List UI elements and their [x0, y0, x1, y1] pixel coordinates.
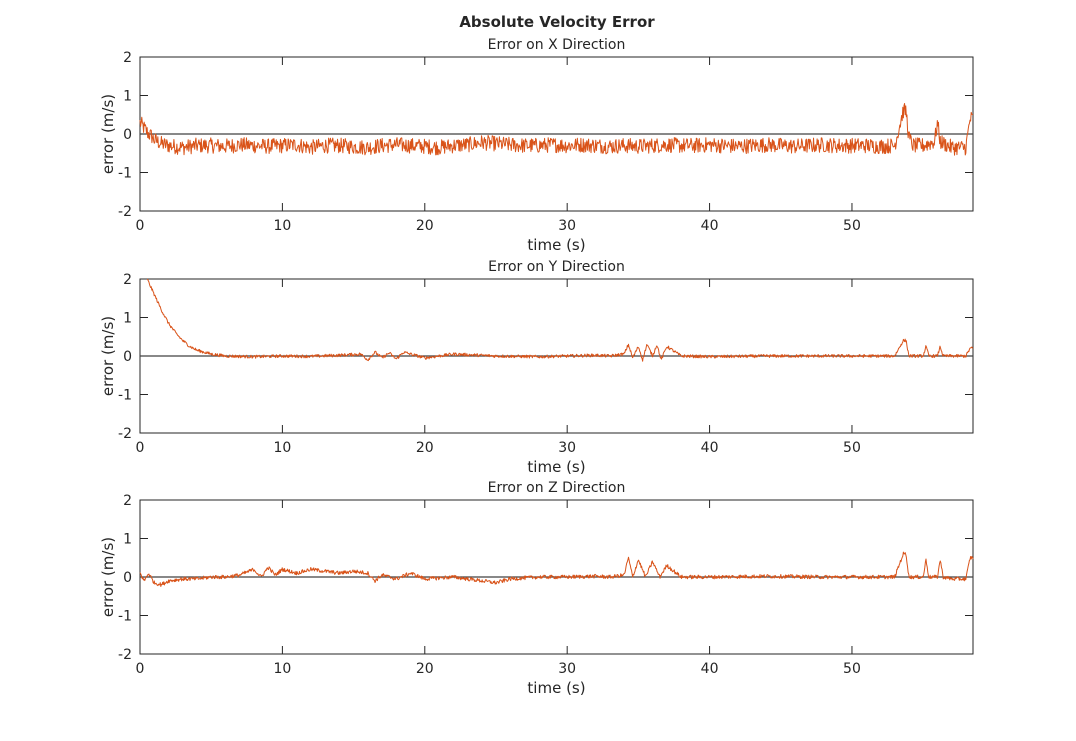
panel-2-xtick-label: 30	[558, 661, 576, 677]
panel-2-title: Error on Z Direction	[488, 480, 626, 496]
panel-2-xtick-label: 20	[416, 661, 434, 677]
panel-1-xtick-label: 50	[843, 440, 861, 456]
panel-2-xlabel: time (s)	[527, 679, 585, 697]
panel-1-ytick-label: -1	[118, 388, 132, 404]
panel-1: Error on Y Direction 0 10 20 30 40 50 -2 -1 0 1 2 ti…	[99, 259, 974, 476]
panel-2-xtick-label: 50	[843, 661, 861, 677]
panel-0-series-line-0	[139, 102, 974, 156]
panel-0-ytick-label: 2	[123, 50, 132, 66]
panel-1-xtick-label: 30	[558, 440, 576, 456]
panel-1-ylabel: error (m/s)	[99, 316, 117, 396]
panel-2-series-line-0	[139, 551, 974, 587]
panel-0-ytick-label: 1	[123, 89, 132, 105]
panel-0-ytick-label: -1	[118, 166, 132, 182]
panel-1-xtick-label: 0	[136, 440, 145, 456]
panel-0-xtick-label: 50	[843, 218, 861, 234]
panel-2-xtick-label: 0	[136, 661, 145, 677]
panel-0-ytick-label: -2	[118, 204, 132, 220]
panel-2: Error on Z Direction 0 10 20 30 40 50 -2 -1 0 1 2 ti…	[99, 480, 974, 697]
panel-2-ytick-label: 1	[123, 532, 132, 548]
panel-0-ytick-label: 0	[123, 127, 132, 143]
panel-1-xtick-label: 40	[701, 440, 719, 456]
panel-0-ylabel: error (m/s)	[99, 94, 117, 174]
panel-1-ytick-label: 2	[123, 272, 132, 288]
panel-0-xtick-label: 30	[558, 218, 576, 234]
panel-1-xtick-label: 20	[416, 440, 434, 456]
panel-1-series-line-0	[146, 278, 974, 362]
panel-0-xtick-label: 40	[701, 218, 719, 234]
panel-2-ytick-label: -1	[118, 609, 132, 625]
panel-2-ytick-label: -2	[118, 647, 132, 663]
panel-2-ylabel: error (m/s)	[99, 537, 117, 617]
figure-title: Absolute Velocity Error	[459, 13, 655, 31]
panel-0-title: Error on X Direction	[488, 37, 626, 53]
panel-1-ytick-label: 0	[123, 349, 132, 365]
panel-0-xlabel: time (s)	[527, 236, 585, 254]
panel-0: Error on X Direction 0 10 20 30 40 50 -2 -1 0 1 2 ti…	[99, 37, 974, 254]
panel-0-xtick-label: 0	[136, 218, 145, 234]
panel-1-xlabel: time (s)	[527, 458, 585, 476]
panel-2-xtick-label: 10	[273, 661, 291, 677]
panel-2-ytick-label: 2	[123, 493, 132, 509]
panel-0-xtick-label: 20	[416, 218, 434, 234]
panel-2-xtick-label: 40	[701, 661, 719, 677]
panel-2-ytick-label: 0	[123, 570, 132, 586]
panel-0-xtick-label: 10	[273, 218, 291, 234]
panel-1-ytick-label: 1	[123, 311, 132, 327]
panel-1-title: Error on Y Direction	[488, 259, 625, 275]
panel-1-xtick-label: 10	[273, 440, 291, 456]
panel-1-ytick-label: -2	[118, 426, 132, 442]
